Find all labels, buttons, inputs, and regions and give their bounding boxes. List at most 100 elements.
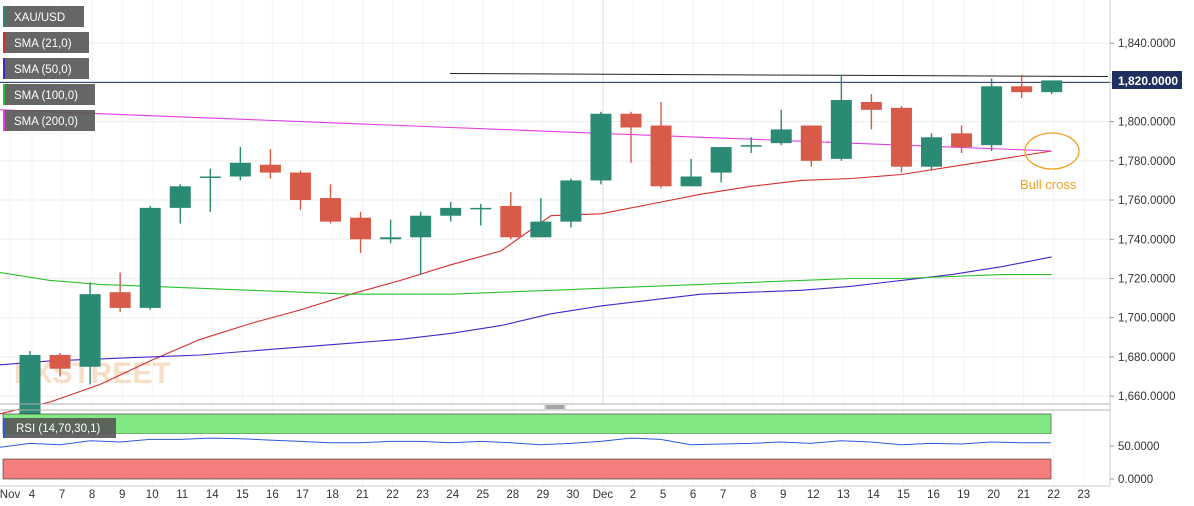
sma-line-0: [0, 150, 1052, 415]
x-tick-label: 21: [356, 489, 369, 501]
candle-body: [981, 86, 1003, 146]
candle-body: [350, 217, 372, 240]
x-tick-label: Dec: [593, 489, 614, 501]
candle[interactable]: [620, 111, 642, 163]
y-tick-label: 1,700.0000: [1118, 313, 1176, 325]
sma-line-2: [0, 272, 1052, 295]
y-tick-label: 1,720.0000: [1118, 273, 1176, 285]
candle-body: [951, 133, 973, 148]
sma-line-1: [0, 256, 1052, 366]
candle-body: [620, 113, 642, 128]
x-tick-label: 8: [750, 489, 756, 501]
x-tick-label: 2: [630, 489, 636, 501]
candle-body: [169, 186, 191, 208]
resistance-line: [449, 73, 1109, 77]
candle-body: [139, 207, 161, 308]
sma-legend-label: SMA (100,0): [14, 90, 78, 102]
candle[interactable]: [79, 282, 101, 385]
y-tick-label: 1,680.0000: [1118, 352, 1176, 364]
candle-body: [800, 125, 822, 161]
time-axis: Nov 4 7 8 9 10 11 14 15 16 17 18 21 22 23 24 25 28 29 30 Dec…: [0, 485, 1110, 501]
candle[interactable]: [830, 74, 852, 161]
candle[interactable]: [259, 149, 281, 179]
pane-separator[interactable]: [0, 403, 1110, 411]
candle[interactable]: [470, 203, 492, 226]
candle[interactable]: [770, 109, 792, 146]
candle[interactable]: [530, 198, 552, 238]
rsi-legend-item[interactable]: RSI (14,70,30,1): [3, 418, 116, 438]
candle[interactable]: [710, 147, 732, 183]
x-tick-label: 5: [660, 489, 666, 501]
candle[interactable]: [440, 202, 462, 222]
x-tick-label: 29: [536, 489, 549, 501]
candle-body: [410, 215, 432, 238]
candle[interactable]: [229, 147, 251, 181]
symbol-legend-item[interactable]: XAU/USD: [3, 6, 84, 27]
sma-legend-item[interactable]: SMA (100,0): [3, 84, 95, 105]
x-tick-label: 11: [176, 489, 188, 501]
candle[interactable]: [680, 158, 702, 187]
candle[interactable]: [380, 219, 402, 244]
candle-body: [890, 107, 912, 167]
rsi-overbought-zone: [2, 413, 1052, 435]
rsi-neutral-zone: [3, 434, 1051, 459]
candle[interactable]: [981, 78, 1003, 152]
x-tick-label: 7: [720, 489, 726, 501]
candle-body: [49, 354, 71, 369]
candle[interactable]: [289, 170, 311, 210]
bull-cross-ellipse: [1024, 132, 1080, 170]
x-tick-label: 22: [1047, 489, 1060, 501]
candle[interactable]: [590, 111, 612, 185]
candle-body: [830, 100, 852, 159]
sma-legend-item[interactable]: SMA (200,0): [3, 110, 95, 131]
x-tick-label: 22: [386, 489, 399, 501]
candle-body: [860, 101, 882, 110]
candle[interactable]: [860, 94, 882, 130]
candle[interactable]: [350, 211, 372, 253]
y-tick-label: 1,840.0000: [1118, 38, 1176, 50]
candle-body: [470, 207, 492, 210]
y-tick-label: 1,780.0000: [1118, 156, 1176, 168]
x-tick-label: 21: [1017, 489, 1030, 501]
candle[interactable]: [890, 105, 912, 173]
candle[interactable]: [320, 184, 341, 224]
candle-body: [380, 237, 402, 240]
candle[interactable]: [800, 125, 822, 167]
sma-legend-item[interactable]: SMA (50,0): [3, 58, 89, 79]
x-tick-label: 7: [59, 489, 65, 501]
candle[interactable]: [49, 353, 71, 377]
price-pane-background: [0, 0, 1110, 404]
price-axis: 1,840.0000 1,820.0000 1,800.0000 1,780.0000…: [1109, 0, 1182, 486]
rsi-line: [0, 437, 1051, 448]
candle[interactable]: [921, 133, 942, 171]
candle[interactable]: [169, 184, 191, 224]
x-tick-label: 25: [476, 489, 489, 501]
candle-body: [530, 221, 552, 238]
candle[interactable]: [109, 272, 131, 312]
sma-legend-items: SMA (21,0) SMA (50,0) SMA (100,0) SMA (200,…: [3, 32, 95, 131]
candle[interactable]: [1041, 80, 1063, 95]
x-tick-label: 23: [416, 489, 429, 501]
x-tick-label: 24: [446, 489, 459, 501]
candle[interactable]: [500, 192, 522, 240]
candle-body: [650, 125, 672, 187]
candle-body: [229, 162, 251, 177]
candle[interactable]: [410, 211, 432, 275]
candle[interactable]: [650, 101, 672, 189]
x-tick-label: 4: [29, 489, 36, 501]
y-tick-label: 1,740.0000: [1118, 234, 1176, 246]
candle[interactable]: [951, 125, 973, 153]
candle[interactable]: [740, 137, 762, 153]
candles: [19, 74, 1063, 436]
sma-legend-label: SMA (21,0): [14, 38, 72, 50]
sma-legend-item[interactable]: SMA (21,0): [3, 32, 89, 53]
price-pane: FXSTREET Bull cross: [0, 0, 1110, 486]
separator-drag-handle[interactable]: [544, 405, 566, 409]
candle[interactable]: [1011, 74, 1033, 99]
candle[interactable]: [560, 178, 582, 228]
candle[interactable]: [199, 168, 221, 212]
x-tick-label: 16: [927, 489, 940, 501]
candle[interactable]: [139, 205, 161, 310]
current-price-badge: [1112, 71, 1182, 89]
